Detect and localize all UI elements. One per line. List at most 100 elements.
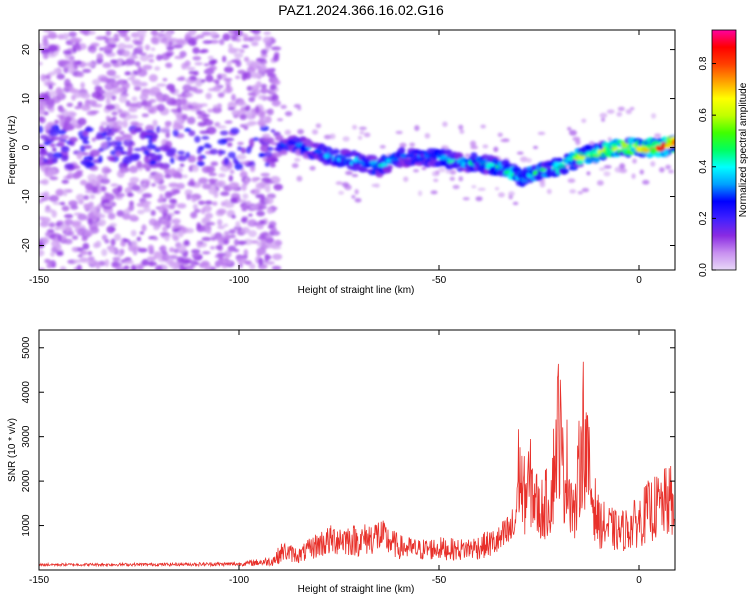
heatmap-cell [166, 214, 172, 222]
heatmap-cell [169, 87, 176, 94]
heatmap-cell [237, 240, 248, 245]
heatmap-cell [44, 208, 55, 213]
heatmap-cell [130, 32, 141, 38]
heatmap-cell [185, 227, 195, 234]
heatmap-cell [108, 121, 114, 128]
heatmap-cell [247, 92, 256, 96]
heatmap-cell [445, 169, 451, 174]
heatmap-cell [233, 52, 244, 59]
heatmap-cell [251, 177, 258, 183]
heatmap-cell [133, 147, 143, 152]
heatmap-cell [246, 112, 253, 117]
heatmap-cell [124, 260, 134, 265]
heatmap-cell [66, 174, 72, 179]
heatmap-cell [112, 256, 121, 262]
heatmap-cell [192, 55, 202, 61]
heatmap-cell [122, 120, 128, 128]
heatmap-cell [137, 247, 148, 253]
heatmap-cell [39, 249, 45, 257]
heatmap-cell [243, 123, 255, 127]
heatmap-cell [399, 142, 407, 148]
heatmap-cell [294, 157, 301, 162]
heatmap-cell [329, 133, 336, 140]
heatmap-cell [567, 126, 572, 131]
heatmap-cell [148, 58, 155, 63]
heatmap-cell [271, 176, 280, 183]
heatmap-cell [115, 150, 122, 157]
heatmap-cell [141, 113, 149, 118]
heatmap-cell [189, 264, 196, 268]
heatmap-cell [161, 264, 168, 270]
heatmap-cell [82, 138, 88, 144]
heatmap-cell [92, 78, 101, 86]
snr-panel: -150 -100 -50 0 1000 2000 3000 4000 5000 Height … [7, 329, 676, 595]
heatmap-cell [258, 117, 264, 125]
heatmap-cell [194, 261, 200, 266]
heatmap-cell [188, 130, 196, 137]
heatmap-cell [338, 190, 345, 195]
heatmap-cell [119, 112, 127, 118]
heatmap-cell [172, 44, 184, 49]
heatmap-cell [632, 158, 637, 164]
heatmap-cell [199, 146, 204, 152]
heatmap-cell [601, 117, 606, 122]
heatmap-cell [438, 167, 446, 173]
heatmap-cell [171, 218, 181, 225]
colorbar-tick-label: 0.8 [698, 56, 709, 70]
heatmap-cell [101, 248, 108, 257]
heatmap-cell [581, 118, 587, 123]
heatmap-cell [173, 210, 181, 215]
heatmap-cell [462, 197, 470, 201]
heatmap-cell [85, 61, 96, 67]
heatmap-cell [228, 43, 233, 50]
heatmap-cell [642, 179, 650, 185]
heatmap-cell [99, 47, 104, 51]
heatmap-cell [190, 211, 198, 219]
heatmap-cell [433, 178, 439, 182]
heatmap-cell [178, 264, 186, 270]
heatmap-cell [255, 193, 265, 199]
heatmap-cell [214, 181, 225, 187]
heatmap-cell [546, 188, 552, 195]
heatmap-cell [97, 219, 107, 227]
heatmap-cell [196, 34, 205, 39]
heatmap-cell [217, 125, 227, 129]
heatmap-cell [239, 170, 248, 179]
heatmap-cell [202, 217, 209, 224]
heatmap-cell [64, 163, 74, 170]
heatmap-cell [532, 145, 539, 150]
heatmap-cell [124, 187, 131, 193]
heatmap-cell [54, 119, 60, 124]
heatmap-cell [212, 85, 222, 92]
heatmap-cell [134, 61, 141, 67]
heatmap-cell [89, 194, 96, 200]
heatmap-cell [417, 190, 423, 197]
heatmap-cell [148, 138, 153, 145]
heatmap-cell [342, 136, 350, 142]
heatmap-cell [631, 173, 636, 179]
heatmap-cell [202, 251, 211, 255]
heatmap-cell [148, 74, 158, 82]
heatmap-cell [159, 193, 164, 202]
heatmap-cell [89, 110, 100, 114]
heatmap-cell [265, 196, 274, 205]
heatmap-cell [58, 107, 65, 113]
heatmap-cell [186, 66, 196, 71]
heatmap-cell [236, 257, 247, 264]
heatmap-cell [556, 158, 564, 163]
heatmap-cell [164, 235, 170, 242]
heatmap-cell [262, 133, 271, 138]
heatmap-cell [56, 220, 64, 226]
heatmap-cell [155, 162, 164, 167]
heatmap-cell [207, 55, 214, 60]
heatmap-cell [248, 138, 255, 147]
heatmap-cell [153, 251, 162, 259]
heatmap-cell [104, 239, 110, 244]
heatmap-cell [293, 103, 301, 108]
heatmap-cell [217, 208, 227, 215]
heatmap-cell [191, 249, 201, 254]
heatmap-cell [83, 232, 93, 237]
heatmap-cell [54, 226, 60, 231]
heatmap-cell [84, 127, 94, 133]
heatmap-cell [233, 238, 239, 247]
